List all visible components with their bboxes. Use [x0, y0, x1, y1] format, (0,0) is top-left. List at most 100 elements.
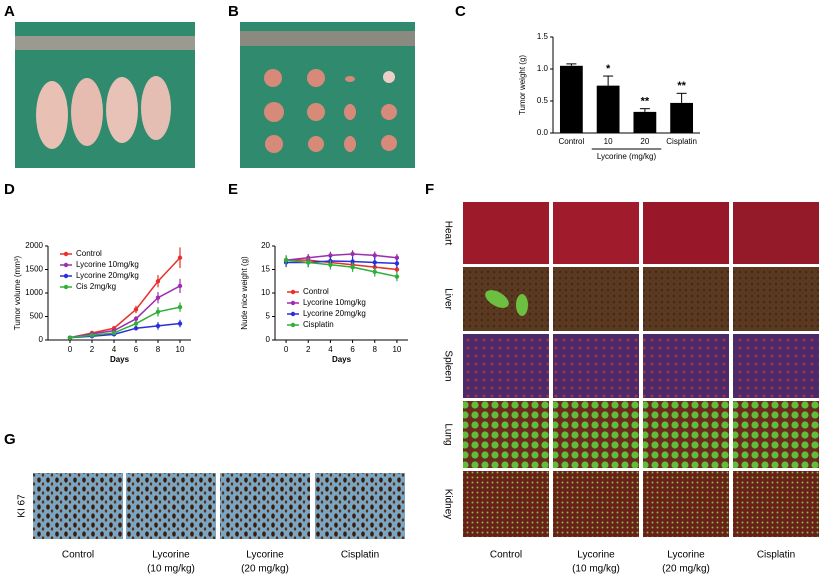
column-label: Cisplatin — [757, 550, 795, 561]
micrograph — [33, 473, 123, 539]
y-axis-label: Nude nice weight (g) — [240, 256, 249, 330]
data-point — [177, 255, 183, 260]
column-label: Control — [62, 550, 94, 561]
x-tick-label: 10 — [392, 345, 401, 354]
x-tick-label: 8 — [156, 345, 161, 354]
y-tick-label: 2000 — [25, 241, 43, 250]
series-line — [286, 259, 397, 271]
column-label: Lycorine — [246, 550, 284, 561]
data-point — [394, 274, 400, 279]
bar — [670, 102, 694, 133]
data-point — [133, 307, 139, 312]
data-point — [155, 295, 161, 300]
x-tick-label: 6 — [350, 345, 355, 354]
legend-marker — [290, 289, 296, 295]
legend-label: Lycorine 20mg/kg — [76, 271, 139, 280]
legend-label: Lycorine 10mg/kg — [303, 298, 366, 307]
micrograph — [126, 473, 216, 539]
data-point — [328, 262, 333, 267]
data-point — [350, 251, 355, 257]
vessel — [516, 294, 528, 316]
data-point — [177, 304, 183, 310]
micrograph — [553, 202, 639, 264]
legend-marker — [290, 322, 296, 328]
data-point — [133, 326, 139, 331]
x-tick-label: 2 — [306, 345, 311, 354]
data-point — [372, 253, 377, 258]
y-tick-label: 15 — [261, 265, 270, 274]
y-tick-label: 20 — [261, 241, 270, 250]
data-point — [283, 257, 289, 263]
micrograph — [553, 471, 639, 537]
y-tick-label: 0.5 — [537, 96, 549, 105]
row-label: Liver — [442, 288, 453, 310]
y-tick-label: 10 — [261, 288, 270, 297]
x-tick-label: 4 — [112, 345, 117, 354]
x-tick-label: 10 — [604, 137, 613, 146]
row-label: Heart — [442, 221, 453, 246]
panel-label: B — [228, 3, 239, 20]
row-label: Lung — [442, 423, 453, 445]
column-label: (10 mg/kg) — [147, 564, 195, 575]
x-tick-label: 0 — [68, 345, 73, 354]
legend-label: Lycorine 10mg/kg — [76, 260, 139, 269]
data-point — [155, 309, 161, 314]
micrograph — [643, 267, 729, 331]
micrograph — [643, 334, 729, 398]
data-point — [350, 264, 355, 270]
data-point — [111, 330, 117, 336]
legend-marker — [63, 262, 69, 268]
micrograph — [220, 473, 310, 539]
y-tick-label: 500 — [30, 312, 44, 321]
data-point — [67, 335, 73, 340]
micrograph — [733, 334, 819, 398]
column-label: (20 mg/kg) — [662, 564, 710, 575]
data-point — [306, 260, 311, 265]
bar — [559, 65, 583, 133]
legend-marker — [63, 273, 69, 279]
micrograph — [553, 334, 639, 398]
data-point — [155, 279, 161, 284]
data-point — [372, 269, 377, 275]
data-point — [394, 267, 400, 272]
row-label: Kidney — [442, 489, 453, 520]
micrograph — [643, 202, 729, 264]
x-tick-label: 8 — [373, 345, 378, 354]
x-axis-label: Days — [110, 355, 130, 364]
row-label: Spleen — [442, 350, 453, 381]
legend-label: Control — [303, 287, 329, 296]
legend-marker — [63, 251, 69, 257]
data-point — [177, 283, 183, 289]
data-point — [133, 316, 139, 322]
y-tick-label: 5 — [266, 312, 271, 321]
x-tick-label: Cisplatin — [666, 137, 697, 146]
panel-label: A — [4, 3, 15, 20]
data-point — [350, 259, 355, 264]
legend-label: Cisplatin — [303, 320, 334, 329]
y-tick-label: 0 — [266, 335, 271, 344]
micrograph — [463, 471, 549, 537]
micrograph — [733, 202, 819, 264]
y-tick-label: 1.5 — [537, 32, 549, 41]
panel-label: G — [4, 431, 16, 448]
legend-label: Cis 2mg/kg — [76, 282, 116, 291]
significance: * — [606, 63, 611, 75]
legend-marker — [63, 284, 69, 290]
y-axis-label: Tumor weight (g) — [518, 55, 527, 116]
data-point — [372, 260, 377, 265]
micrograph — [553, 267, 639, 331]
micrograph — [463, 202, 549, 264]
x-tick-label: 2 — [90, 345, 95, 354]
data-point — [394, 261, 400, 266]
micrograph — [733, 471, 819, 537]
series-line — [69, 306, 181, 339]
y-tick-label: 1000 — [25, 288, 43, 297]
column-label: Lycorine — [577, 550, 615, 561]
x-tick-label: 4 — [328, 345, 333, 354]
y-tick-label: 1.0 — [537, 64, 549, 73]
panel-label: D — [4, 181, 15, 198]
data-point — [177, 321, 183, 326]
bar — [633, 111, 657, 133]
bar — [596, 85, 620, 133]
x-axis-label: Lycorine (mg/kg) — [597, 152, 657, 161]
